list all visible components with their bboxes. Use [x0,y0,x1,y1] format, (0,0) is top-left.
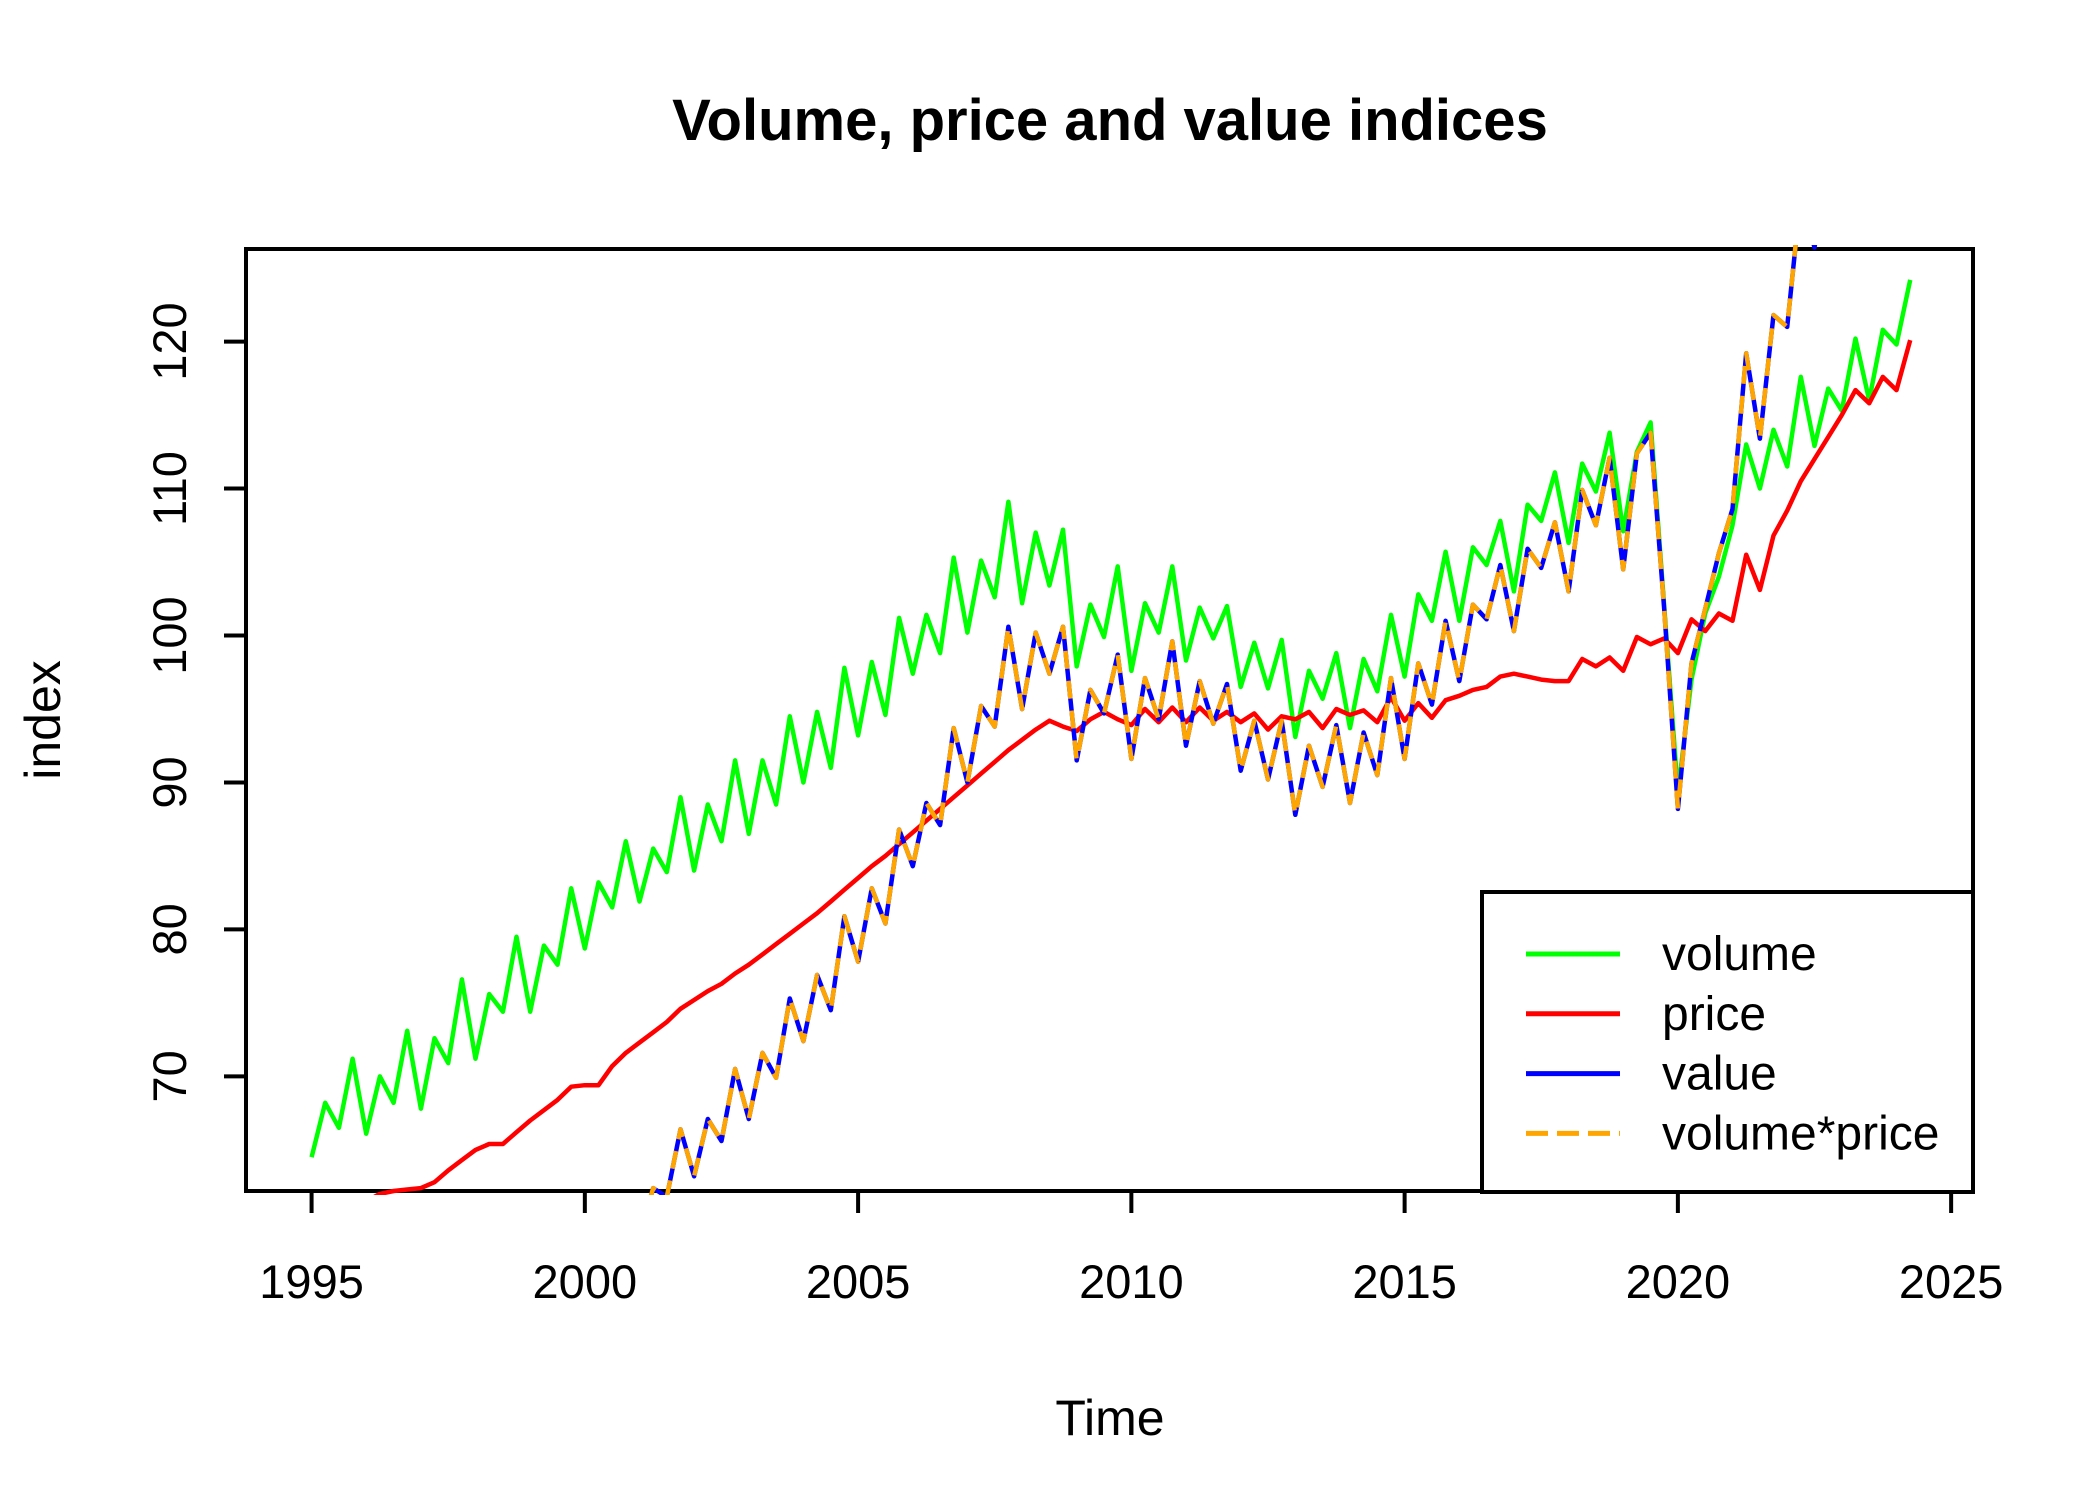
y-tick-label: 100 [143,596,196,674]
x-tick-label: 2015 [1352,1255,1457,1308]
legend-entry: volume*price [1526,1107,1939,1160]
x-tick-label: 2010 [1079,1255,1184,1308]
y-tick-label: 120 [143,302,196,380]
y-tick-label: 70 [143,1050,196,1102]
legend-entry: price [1526,988,1766,1041]
legend: volume price value volume*price [1480,890,1975,1194]
legend-label: value [1662,1048,1777,1101]
plot-area-border [244,247,1975,1193]
y-tick-label: 80 [143,903,196,955]
series-line-volume [309,279,1913,1158]
y-axis-title: index [15,660,71,780]
x-axis-title: Time [1055,1390,1164,1446]
chart-title: Volume, price and value indices [672,88,1548,153]
legend-entry: volume [1526,928,1817,981]
y-tick-label: 90 [143,756,196,808]
legend-entry: value [1526,1048,1777,1101]
x-tick-label: 2000 [533,1255,638,1308]
x-tick-label: 1995 [259,1255,364,1308]
legend-box [1480,890,1975,1194]
x-tick-label: 2005 [806,1255,911,1308]
legend-label: volume [1662,928,1817,981]
axis-ticks: 1995 2000 2005 2010 2015 2020 2025 70 80 90 100 110… [143,302,2003,1308]
series-lines [309,245,1913,1195]
legend-label: volume*price [1662,1107,1939,1160]
series-line-price [373,339,1913,1195]
y-tick-label: 110 [143,451,196,526]
series-line-value [648,245,1818,1195]
legend-label: price [1662,988,1766,1041]
x-tick-label: 2020 [1626,1255,1731,1308]
x-tick-label: 2025 [1899,1255,2004,1308]
